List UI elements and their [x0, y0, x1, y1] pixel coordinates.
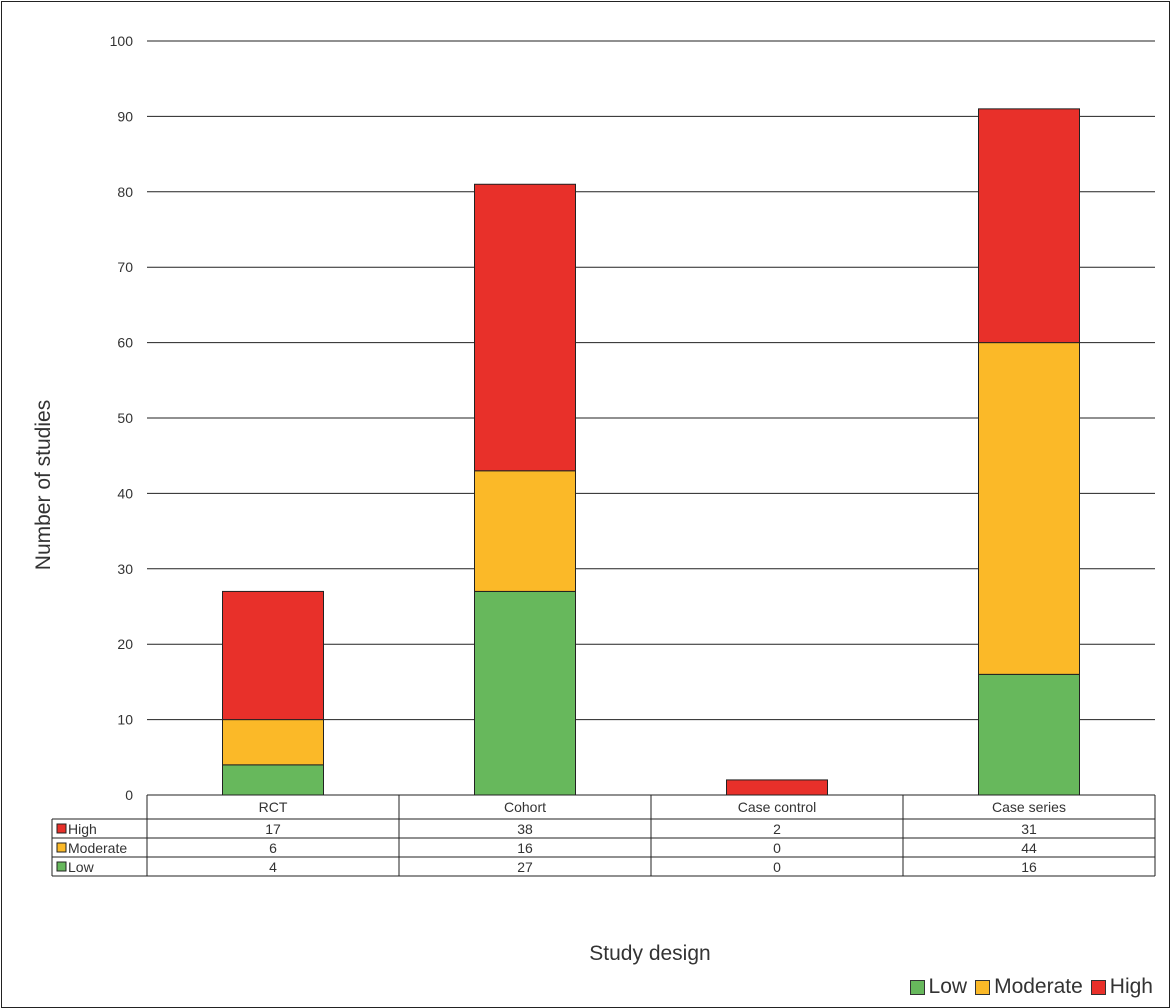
table-cell: 0: [773, 859, 781, 875]
table-cell: 16: [1021, 859, 1037, 875]
y-tick-label: 60: [117, 335, 133, 351]
table-row-label: High: [68, 821, 97, 837]
bar-moderate-cohort: [474, 470, 576, 592]
legend-item-high: High: [1090, 975, 1153, 999]
y-tick-label: 90: [117, 108, 133, 124]
table-cell: 4: [269, 859, 277, 875]
bar-high-case-control: [726, 779, 828, 796]
y-tick-label: 0: [125, 787, 133, 803]
bar-high-case-series: [978, 108, 1080, 344]
legend-swatch-low: [909, 979, 925, 995]
table-cell: 27: [517, 859, 533, 875]
table-row-swatch: [56, 823, 67, 834]
bar-high-cohort: [474, 183, 576, 472]
legend-swatch-moderate: [975, 979, 991, 995]
bar-moderate-case-series: [978, 342, 1080, 675]
table-cell: 2: [773, 821, 781, 837]
x-tick-label: Cohort: [504, 799, 546, 815]
legend: Low Moderate High: [902, 975, 1153, 999]
x-tick-label: RCT: [259, 799, 288, 815]
table-row-swatch: [56, 842, 67, 853]
legend-label-low: Low: [928, 975, 968, 998]
table-cell: 16: [517, 840, 533, 856]
y-tick-label: 10: [117, 712, 133, 728]
table-row-label: Moderate: [68, 840, 127, 856]
bar-low-cohort: [474, 590, 576, 796]
y-tick-label: 70: [117, 259, 133, 275]
table-cell: 0: [773, 840, 781, 856]
bar-high-rct: [222, 590, 324, 721]
legend-swatch-high: [1090, 979, 1106, 995]
y-tick-label: 50: [117, 410, 133, 426]
table-row-label: Low: [68, 859, 95, 875]
table-cell: 31: [1021, 821, 1037, 837]
y-tick-label: 80: [117, 184, 133, 200]
table-row-swatch: [56, 861, 67, 872]
x-tick-label: Case series: [992, 799, 1066, 815]
bar-low-case-series: [978, 673, 1080, 796]
legend-label-high: High: [1109, 975, 1153, 998]
table-cell: 6: [269, 840, 277, 856]
y-tick-label: 100: [110, 33, 134, 49]
table-cell: 44: [1021, 840, 1037, 856]
y-axis-label: Number of studies: [32, 399, 55, 571]
bar-moderate-rct: [222, 719, 324, 766]
y-tick-label: 20: [117, 636, 133, 652]
x-tick-label: Case control: [738, 799, 817, 815]
bar-low-rct: [222, 764, 324, 796]
legend-item-low: Low: [909, 975, 968, 999]
y-tick-label: 30: [117, 561, 133, 577]
table-cell: 17: [265, 821, 281, 837]
legend-label-moderate: Moderate: [994, 975, 1083, 998]
legend-item-moderate: Moderate: [975, 975, 1083, 999]
x-axis-label: Study design: [589, 942, 711, 965]
y-tick-label: 40: [117, 485, 133, 501]
table-cell: 38: [517, 821, 533, 837]
